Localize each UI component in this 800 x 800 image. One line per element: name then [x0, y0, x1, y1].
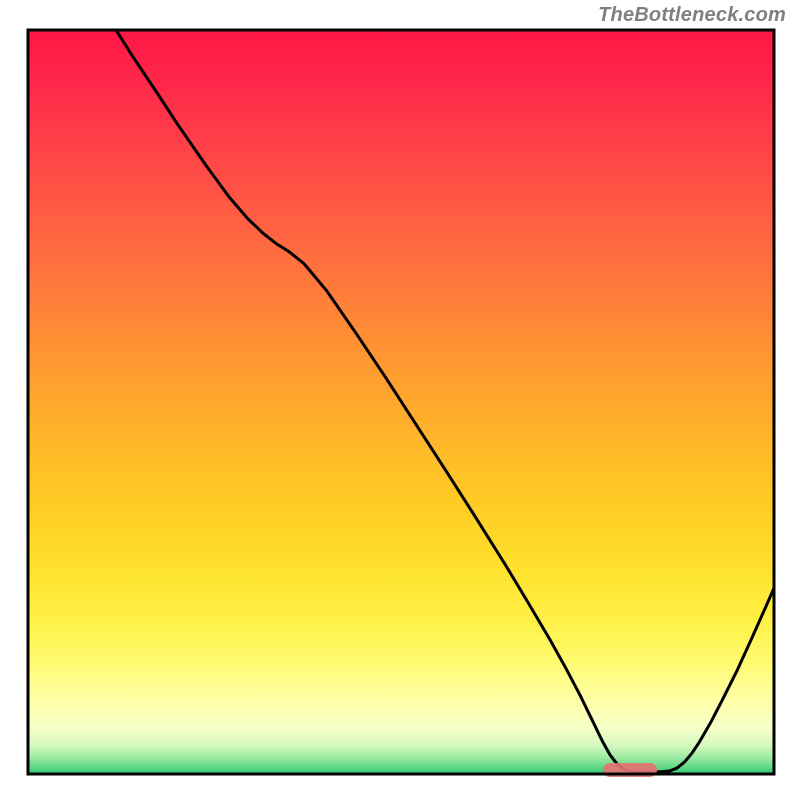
watermark-label: TheBottleneck.com	[598, 4, 786, 27]
chart-container: TheBottleneck.com	[0, 0, 800, 800]
bottleneck-curve-chart	[0, 0, 800, 800]
